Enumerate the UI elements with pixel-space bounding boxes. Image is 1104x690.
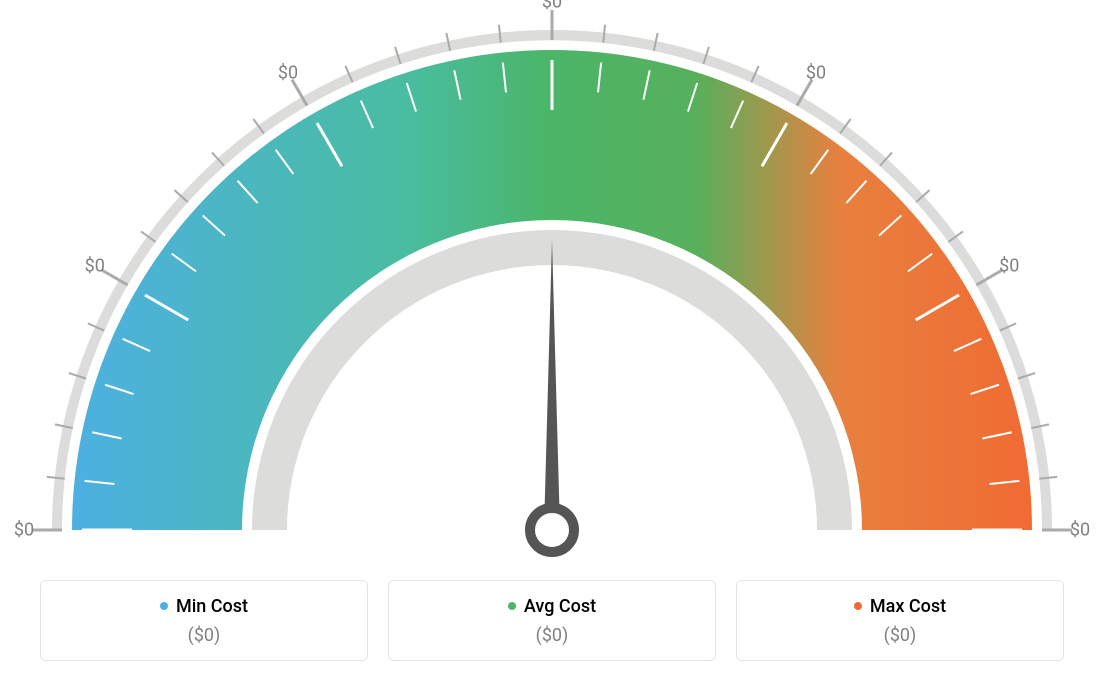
- gauge-canvas-wrap: $0 $0 $0 $0 $0 $0 $0: [0, 0, 1104, 560]
- legend-row: Min Cost ($0) Avg Cost ($0) Max Cost ($0…: [40, 580, 1064, 661]
- legend-label-max: Max Cost: [854, 596, 946, 617]
- legend-text-avg: Avg Cost: [524, 596, 596, 617]
- legend-value-min: ($0): [51, 625, 357, 646]
- gauge-tick-label: $0: [14, 520, 34, 541]
- gauge-tick-label: $0: [278, 62, 298, 83]
- legend-dot-max: [854, 602, 862, 610]
- legend-card-avg: Avg Cost ($0): [388, 580, 716, 661]
- gauge-tick-label: $0: [999, 256, 1019, 277]
- legend-value-avg: ($0): [399, 625, 705, 646]
- gauge-tick-label: $0: [85, 256, 105, 277]
- legend-label-avg: Avg Cost: [508, 596, 596, 617]
- gauge-svg: [0, 0, 1104, 560]
- legend-card-min: Min Cost ($0): [40, 580, 368, 661]
- legend-dot-avg: [508, 602, 516, 610]
- legend-value-max: ($0): [747, 625, 1053, 646]
- gauge-cost-chart: $0 $0 $0 $0 $0 $0 $0 Min Cost ($0) Avg Cost ($…: [0, 0, 1104, 690]
- legend-card-max: Max Cost ($0): [736, 580, 1064, 661]
- gauge-tick-label: $0: [542, 0, 562, 13]
- legend-text-max: Max Cost: [870, 596, 946, 617]
- gauge-tick-label: $0: [806, 62, 826, 83]
- legend-text-min: Min Cost: [176, 596, 248, 617]
- gauge-tick-label: $0: [1070, 520, 1090, 541]
- legend-label-min: Min Cost: [160, 596, 248, 617]
- legend-dot-min: [160, 602, 168, 610]
